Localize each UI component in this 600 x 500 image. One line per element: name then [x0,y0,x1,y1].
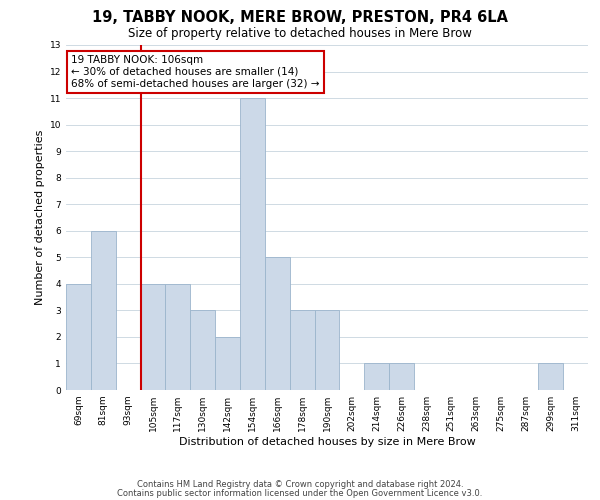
Text: Contains public sector information licensed under the Open Government Licence v3: Contains public sector information licen… [118,488,482,498]
Bar [91,231,116,390]
Bar [538,364,563,390]
Bar [166,284,190,390]
Text: 19, TABBY NOOK, MERE BROW, PRESTON, PR4 6LA: 19, TABBY NOOK, MERE BROW, PRESTON, PR4 … [92,10,508,25]
Bar [314,310,340,390]
Bar [290,310,314,390]
Text: Size of property relative to detached houses in Mere Brow: Size of property relative to detached ho… [128,28,472,40]
Text: Contains HM Land Registry data © Crown copyright and database right 2024.: Contains HM Land Registry data © Crown c… [137,480,463,489]
Bar [140,284,166,390]
Y-axis label: Number of detached properties: Number of detached properties [35,130,46,305]
Bar [389,364,414,390]
Text: 19 TABBY NOOK: 106sqm
← 30% of detached houses are smaller (14)
68% of semi-deta: 19 TABBY NOOK: 106sqm ← 30% of detached … [71,56,320,88]
X-axis label: Distribution of detached houses by size in Mere Brow: Distribution of detached houses by size … [179,437,475,447]
Bar [364,364,389,390]
Bar [265,258,290,390]
Bar [190,310,215,390]
Bar [215,337,240,390]
Bar [240,98,265,390]
Bar [66,284,91,390]
